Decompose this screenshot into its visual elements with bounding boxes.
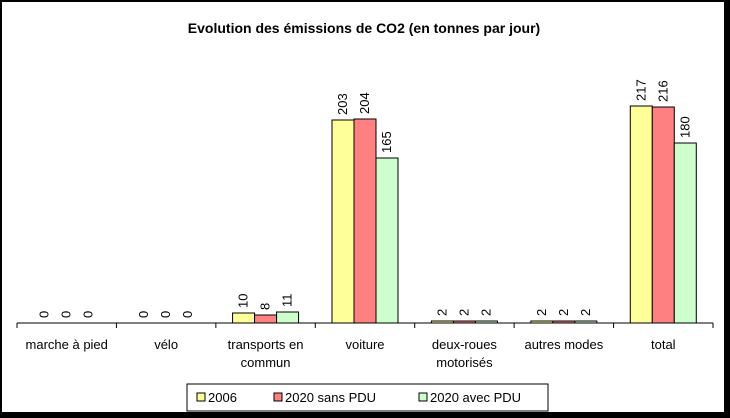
bar-1 bbox=[629, 105, 653, 324]
category-label: total bbox=[651, 337, 676, 352]
data-label: 11 bbox=[280, 294, 295, 308]
bar-2 bbox=[552, 320, 576, 324]
bar-1 bbox=[232, 312, 256, 324]
data-label: 203 bbox=[335, 93, 350, 115]
category-label: marche à pied bbox=[26, 337, 108, 352]
data-label: 204 bbox=[357, 92, 372, 114]
data-label: 180 bbox=[677, 116, 692, 138]
bar-2 bbox=[651, 106, 675, 324]
legend-box bbox=[186, 383, 549, 412]
data-label: 165 bbox=[379, 131, 394, 153]
data-label: 0 bbox=[59, 311, 74, 318]
data-label: 217 bbox=[633, 79, 648, 101]
legend-label: 2006 bbox=[208, 390, 237, 405]
legend-label: 2020 avec PDU bbox=[430, 390, 521, 405]
bar-1 bbox=[331, 119, 355, 324]
bar-1 bbox=[430, 320, 454, 324]
bar-2 bbox=[254, 314, 278, 324]
bar-3 bbox=[574, 320, 598, 324]
category-label: transports en commun bbox=[228, 337, 304, 370]
chart-title: Evolution des émissions de CO2 (en tonne… bbox=[188, 20, 540, 36]
legend-label: 2020 sans PDU bbox=[285, 390, 376, 405]
bar-2 bbox=[353, 118, 377, 324]
data-label: 0 bbox=[81, 311, 96, 318]
data-label: 2 bbox=[534, 309, 549, 316]
bar-1 bbox=[530, 320, 554, 324]
data-label: 0 bbox=[37, 311, 52, 318]
legend: 2006 2020 sans PDU 2020 avec PDU bbox=[186, 383, 549, 412]
legend-swatch bbox=[273, 392, 283, 402]
bar-3 bbox=[673, 142, 697, 324]
data-label: 2 bbox=[434, 309, 449, 316]
data-label: 2 bbox=[578, 309, 593, 316]
bar-3 bbox=[474, 320, 498, 324]
legend-swatch bbox=[418, 392, 428, 402]
data-label: 2 bbox=[478, 309, 493, 316]
data-label: 0 bbox=[180, 311, 195, 318]
data-label: 8 bbox=[258, 303, 273, 310]
category-label: voiture bbox=[345, 337, 384, 352]
data-label: 2 bbox=[556, 309, 571, 316]
category-label: autres modes bbox=[524, 337, 603, 352]
data-label: 216 bbox=[655, 80, 670, 102]
legend-swatch bbox=[196, 392, 206, 402]
data-label: 10 bbox=[236, 294, 251, 308]
data-label: 0 bbox=[136, 311, 151, 318]
data-label: 0 bbox=[158, 311, 173, 318]
category-label: deux-roues motorisés bbox=[432, 337, 498, 370]
bar-3 bbox=[375, 157, 399, 324]
bar-3 bbox=[276, 311, 300, 324]
bar-2 bbox=[452, 320, 476, 324]
category-label: vélo bbox=[154, 337, 178, 352]
data-label: 2 bbox=[456, 309, 471, 316]
